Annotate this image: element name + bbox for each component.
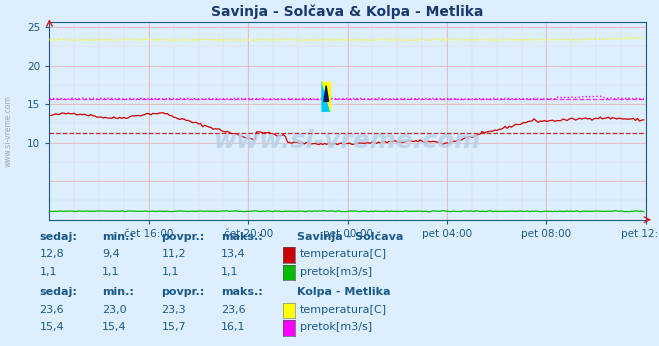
Text: sedaj:: sedaj:: [40, 288, 77, 297]
Text: www.si-vreme.com: www.si-vreme.com: [3, 95, 13, 167]
Text: 15,4: 15,4: [102, 322, 127, 332]
Text: maks.:: maks.:: [221, 288, 262, 297]
Text: www.si-vreme.com: www.si-vreme.com: [214, 129, 481, 153]
Text: 15,7: 15,7: [161, 322, 186, 332]
Text: 23,6: 23,6: [221, 305, 245, 315]
Text: povpr.:: povpr.:: [161, 232, 205, 242]
Text: min.:: min.:: [102, 288, 134, 297]
Text: 23,0: 23,0: [102, 305, 127, 315]
Title: Savinja - Solčava & Kolpa - Metlika: Savinja - Solčava & Kolpa - Metlika: [212, 4, 484, 19]
Text: 23,3: 23,3: [161, 305, 186, 315]
Polygon shape: [322, 82, 330, 111]
Text: pretok[m3/s]: pretok[m3/s]: [300, 267, 372, 276]
Text: 16,1: 16,1: [221, 322, 245, 332]
Text: Savinja - Solčava: Savinja - Solčava: [297, 232, 403, 242]
Text: povpr.:: povpr.:: [161, 288, 205, 297]
Text: temperatura[C]: temperatura[C]: [300, 305, 387, 315]
Text: 9,4: 9,4: [102, 249, 120, 259]
Text: 1,1: 1,1: [221, 267, 239, 276]
Text: 1,1: 1,1: [40, 267, 57, 276]
Polygon shape: [324, 85, 329, 101]
Text: 1,1: 1,1: [102, 267, 120, 276]
Text: pretok[m3/s]: pretok[m3/s]: [300, 322, 372, 332]
Text: 13,4: 13,4: [221, 249, 245, 259]
Polygon shape: [322, 82, 330, 111]
Text: 23,6: 23,6: [40, 305, 64, 315]
Text: 15,4: 15,4: [40, 322, 64, 332]
Text: maks.:: maks.:: [221, 232, 262, 242]
Text: 11,2: 11,2: [161, 249, 186, 259]
Text: 1,1: 1,1: [161, 267, 179, 276]
Text: Kolpa - Metlika: Kolpa - Metlika: [297, 288, 390, 297]
Text: temperatura[C]: temperatura[C]: [300, 249, 387, 259]
Text: min.:: min.:: [102, 232, 134, 242]
Text: sedaj:: sedaj:: [40, 232, 77, 242]
Text: 12,8: 12,8: [40, 249, 65, 259]
